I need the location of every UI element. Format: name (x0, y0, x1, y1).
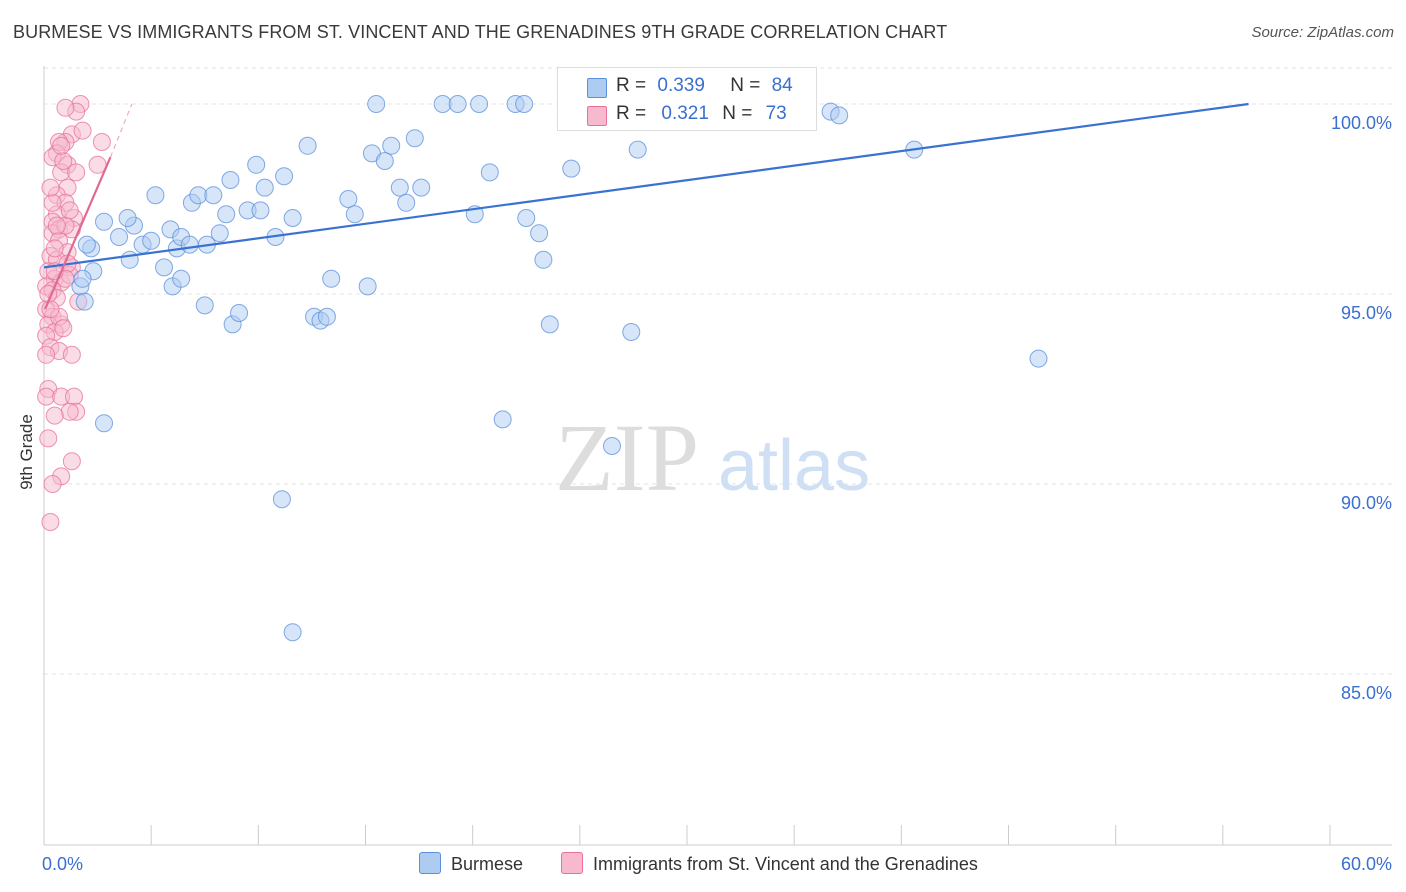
burmese-point-78 (180, 235, 199, 254)
burmese-point-6 (75, 292, 94, 311)
burmese-point-63 (602, 437, 621, 455)
legend-row-burmese: R = 0.339 N = 84 (587, 75, 793, 98)
burmese-point-58 (534, 250, 553, 269)
burmese-point-34 (298, 136, 317, 155)
burmese-point-40 (358, 277, 377, 296)
burmese-point-33 (283, 209, 302, 227)
burmese-point-39 (345, 205, 364, 224)
burmese-point-44 (390, 178, 409, 197)
burmese-point-0 (95, 212, 114, 231)
svg-swatch (587, 106, 607, 126)
burmese-point-11 (155, 258, 174, 277)
svg-trend-line (44, 156, 112, 310)
burmese-point-52 (480, 163, 499, 182)
watermark: ZIP atlas (555, 404, 870, 511)
burmese-point-76 (283, 623, 302, 642)
burmese-point-43 (382, 136, 401, 155)
burmese-point-42 (375, 152, 394, 170)
burmese-point-64 (622, 323, 641, 341)
source-label: Source: ZipAtlas.com (1251, 24, 1394, 41)
burmese-point-80 (77, 235, 96, 254)
svg-series-points (37, 95, 111, 531)
bottom-svg-label: Immigrants from St. Vincent and the Gren… (593, 854, 978, 874)
burmese-point-60 (562, 159, 581, 178)
burmese-point-59 (540, 315, 559, 334)
burmese-point-74 (1029, 349, 1048, 368)
correlation-legend: R = 0.339 N = 84 R = 0.321 N = 73 (557, 67, 817, 131)
burmese-point-57 (530, 224, 549, 243)
burmese-point-15 (172, 269, 191, 288)
chart-title: BURMESE VS IMMIGRANTS FROM ST. VINCENT A… (13, 22, 948, 42)
burmese-point-82 (210, 224, 229, 243)
burmese-point-48 (367, 95, 386, 113)
burmese-r-label: R = (616, 75, 647, 96)
burmese-n-value: 84 (771, 75, 793, 96)
burmese-point-55 (515, 95, 534, 113)
burmese-n-label: N = (730, 75, 761, 96)
svg-trend-line-dashed (109, 103, 133, 158)
burmese-point-46 (412, 178, 431, 197)
burmese-point-22 (195, 296, 214, 315)
burmese-point-50 (448, 95, 467, 113)
burmese-point-79 (118, 209, 137, 227)
bottom-svg-swatch (561, 852, 583, 874)
burmese-point-32 (275, 167, 294, 186)
burmese-point-21 (204, 186, 223, 205)
svg-r-label: R = (616, 103, 647, 124)
bottom-burmese-swatch (419, 852, 441, 874)
burmese-point-7 (95, 414, 114, 433)
svg-n-label: N = (722, 103, 753, 124)
burmese-series-points (71, 95, 1048, 642)
watermark-zip: ZIP (555, 404, 699, 511)
burmese-point-53 (493, 410, 512, 429)
y-tick-label-1: 95.0% (1341, 303, 1392, 323)
burmese-point-28 (251, 201, 270, 220)
legend-row-svg: R = 0.321 N = 73 (587, 103, 787, 126)
burmese-point-29 (247, 155, 266, 174)
burmese-point-30 (255, 178, 274, 197)
burmese-point-83 (470, 95, 489, 113)
bottom-burmese-label: Burmese (451, 854, 524, 874)
x-tick-label-max: 60.0% (1341, 854, 1392, 874)
bottom-legend-burmese: Burmese (419, 852, 523, 875)
burmese-r-value: 0.339 (657, 75, 705, 96)
trend-lines (43, 102, 1249, 310)
burmese-point-72 (830, 106, 849, 125)
burmese-point-19 (189, 186, 208, 205)
axes (43, 66, 1392, 846)
burmese-point-23 (217, 205, 236, 224)
burmese-point-47 (405, 129, 424, 148)
burmese-trend-line (43, 102, 1249, 269)
burmese-point-81 (73, 269, 92, 288)
grid-lines (44, 67, 1392, 675)
watermark-atlas: atlas (718, 426, 870, 506)
burmese-point-45 (397, 193, 416, 212)
svg-r-value: 0.321 (661, 103, 709, 124)
bottom-legend-svg: Immigrants from St. Vincent and the Gren… (561, 852, 978, 875)
svg-n-value: 73 (765, 103, 787, 124)
burmese-point-2 (110, 228, 129, 246)
burmese-point-56 (517, 209, 536, 227)
burmese-point-25 (230, 304, 249, 322)
y-tick-label-0: 100.0% (1331, 113, 1392, 133)
burmese-point-38 (339, 190, 358, 208)
burmese-point-65 (628, 140, 647, 159)
burmese-point-10 (120, 250, 139, 269)
tick-labels: 100.0% 95.0% 90.0% 85.0% 0.0% 60.0% (42, 113, 1392, 874)
burmese-point-26 (221, 171, 240, 189)
burmese-point-9 (142, 231, 161, 250)
burmese-point-37 (322, 269, 341, 288)
y-tick-label-2: 90.0% (1341, 493, 1392, 513)
burmese-point-75 (272, 490, 291, 509)
burmese-point-77 (317, 307, 336, 326)
y-axis-label: 9th Grade (17, 414, 36, 490)
y-tick-label-3: 85.0% (1341, 683, 1392, 703)
burmese-point-13 (146, 186, 165, 205)
burmese-point-49 (433, 95, 452, 113)
x-tick-label-min: 0.0% (42, 854, 83, 874)
burmese-swatch (587, 78, 607, 98)
